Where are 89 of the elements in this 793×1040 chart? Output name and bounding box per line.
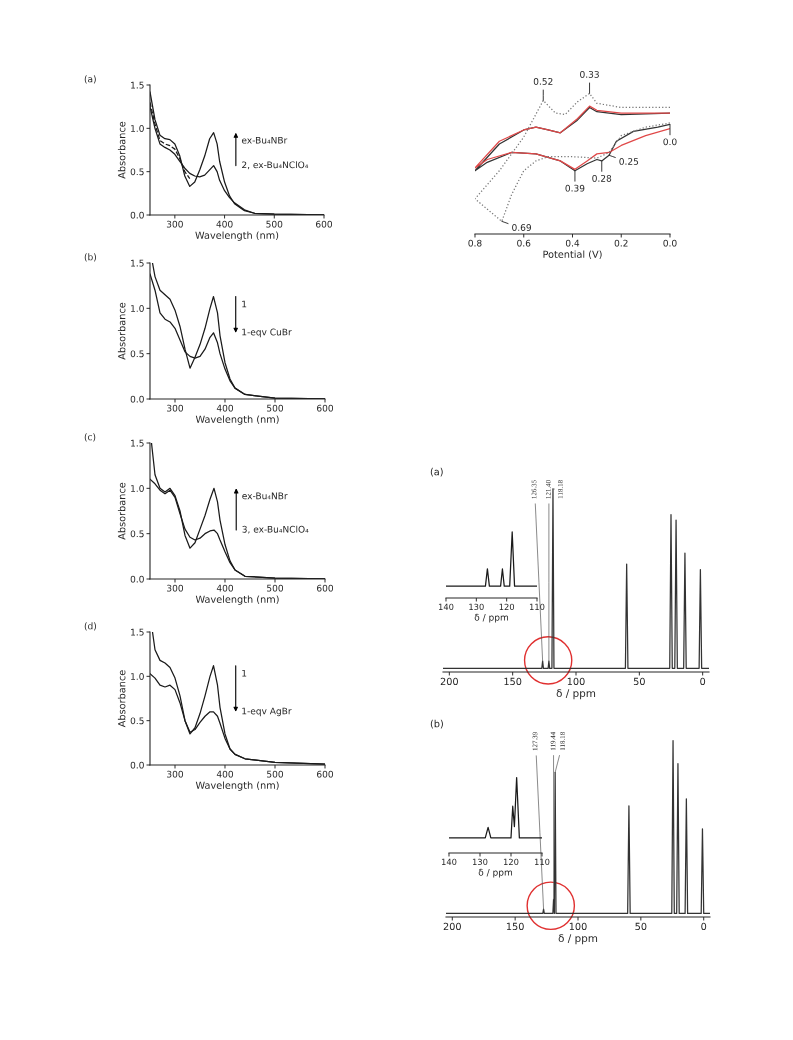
x-tick-label: 0.4: [565, 239, 580, 247]
x-axis-title: δ / ppm: [478, 868, 513, 878]
x-tick-label: 0.2: [614, 239, 628, 247]
annotation: 0.39: [565, 184, 585, 192]
y-tick-label: 0.0: [130, 211, 144, 219]
y-tick-label: 1.5: [131, 81, 144, 89]
x-tick-label: 600: [317, 584, 334, 592]
annotation: 0.0: [663, 138, 677, 146]
chart-title: (c): [84, 433, 96, 442]
x-tick-label: 0.8: [468, 239, 482, 247]
x-tick-label: 400: [216, 584, 234, 592]
annotation: 1-eqv CuBr: [242, 328, 292, 338]
annotation: 0.69: [512, 224, 531, 231]
annotation: 1-eqv AgBr: [242, 707, 292, 717]
y-tick-label: 1.5: [131, 628, 144, 636]
chart-title: (d): [84, 622, 96, 631]
annotation: 3, ex-Bu₄NClO₄: [242, 525, 309, 534]
x-tick-label: 130: [469, 603, 484, 611]
y-axis-title: Absorbance: [117, 121, 126, 179]
x-tick-label: 500: [267, 584, 284, 592]
x-tick-label: 600: [317, 770, 334, 778]
annotation: 0.28: [592, 174, 612, 182]
x-tick-label: 0: [700, 677, 706, 686]
x-tick-label: 500: [267, 770, 284, 778]
chart-title: (a): [430, 467, 443, 477]
x-tick-label: 300: [167, 770, 184, 778]
x-tick-label: 300: [166, 220, 183, 228]
x-tick-label: 600: [316, 220, 333, 228]
x-tick-label: 50: [633, 677, 645, 686]
x-axis-title: Potential (V): [543, 250, 602, 260]
x-tick-label: 140: [441, 858, 457, 866]
y-tick-label: 0.0: [130, 761, 144, 769]
annotation: 2, ex-Bu₄NClO₄: [242, 161, 309, 170]
y-tick-label: 1.0: [131, 125, 144, 132]
x-tick-label: 100: [567, 677, 585, 686]
x-tick-label: 500: [267, 404, 284, 412]
x-tick-label: 400: [216, 404, 234, 412]
x-tick-label: 120: [503, 858, 519, 866]
x-tick-label: 0.6: [517, 239, 531, 247]
annotation: 0.52: [533, 78, 553, 85]
x-axis-title: Wavelength (nm): [195, 231, 279, 241]
annotation: 1: [242, 669, 247, 677]
annotation: 0.25: [619, 158, 639, 165]
x-tick-label: 0: [701, 922, 707, 931]
x-tick-label: 150: [504, 677, 522, 686]
y-tick-label: 1.0: [131, 673, 144, 680]
x-tick-label: 110: [534, 858, 550, 866]
y-tick-label: 0.0: [130, 395, 144, 403]
y-tick-label: 1.5: [131, 439, 144, 447]
y-tick-label: 0.5: [130, 717, 144, 725]
x-tick-label: 200: [440, 677, 458, 686]
x-axis-title: Wavelength (nm): [195, 781, 279, 791]
y-tick-label: 0.5: [130, 168, 144, 176]
y-tick-label: 0.0: [130, 575, 144, 583]
x-axis-title: δ / ppm: [558, 934, 598, 945]
x-tick-label: 400: [216, 220, 233, 228]
annotation: 1: [242, 300, 247, 308]
x-tick-label: 50: [635, 922, 647, 931]
x-tick-label: 100: [569, 922, 587, 931]
y-axis-title: Absorbance: [117, 482, 126, 540]
x-tick-label: 500: [266, 220, 283, 228]
x-tick-label: 130: [472, 858, 488, 866]
x-axis-title: δ / ppm: [474, 613, 509, 623]
y-axis-title: Absorbance: [117, 302, 126, 360]
x-axis-title: Wavelength (nm): [195, 415, 279, 425]
x-tick-label: 300: [167, 584, 184, 592]
x-tick-label: 600: [317, 404, 334, 412]
x-tick-label: 120: [499, 603, 515, 611]
x-axis-title: δ / ppm: [556, 689, 596, 700]
annotation: 0.33: [580, 70, 599, 78]
y-tick-label: 1.0: [131, 485, 144, 492]
y-tick-label: 1.5: [131, 259, 144, 267]
chart-title: (a): [84, 75, 96, 84]
x-tick-label: 110: [529, 603, 545, 611]
y-axis-title: Absorbance: [117, 670, 126, 728]
x-tick-label: 300: [167, 404, 184, 412]
x-tick-label: 200: [443, 922, 461, 931]
x-tick-label: 150: [506, 922, 524, 931]
chart-title: (b): [84, 253, 96, 262]
x-tick-label: 140: [438, 603, 454, 611]
y-tick-label: 0.5: [130, 350, 144, 358]
annotation: ex-Bu₄NBr: [242, 492, 288, 500]
chart-title: (b): [430, 719, 443, 729]
x-tick-label: 400: [216, 770, 234, 778]
x-tick-label: 0.0: [663, 239, 677, 247]
x-axis-title: Wavelength (nm): [195, 595, 279, 605]
y-tick-label: 0.5: [130, 530, 144, 538]
annotation: ex-Bu₄NBr: [241, 136, 288, 144]
y-tick-label: 1.0: [131, 305, 144, 312]
